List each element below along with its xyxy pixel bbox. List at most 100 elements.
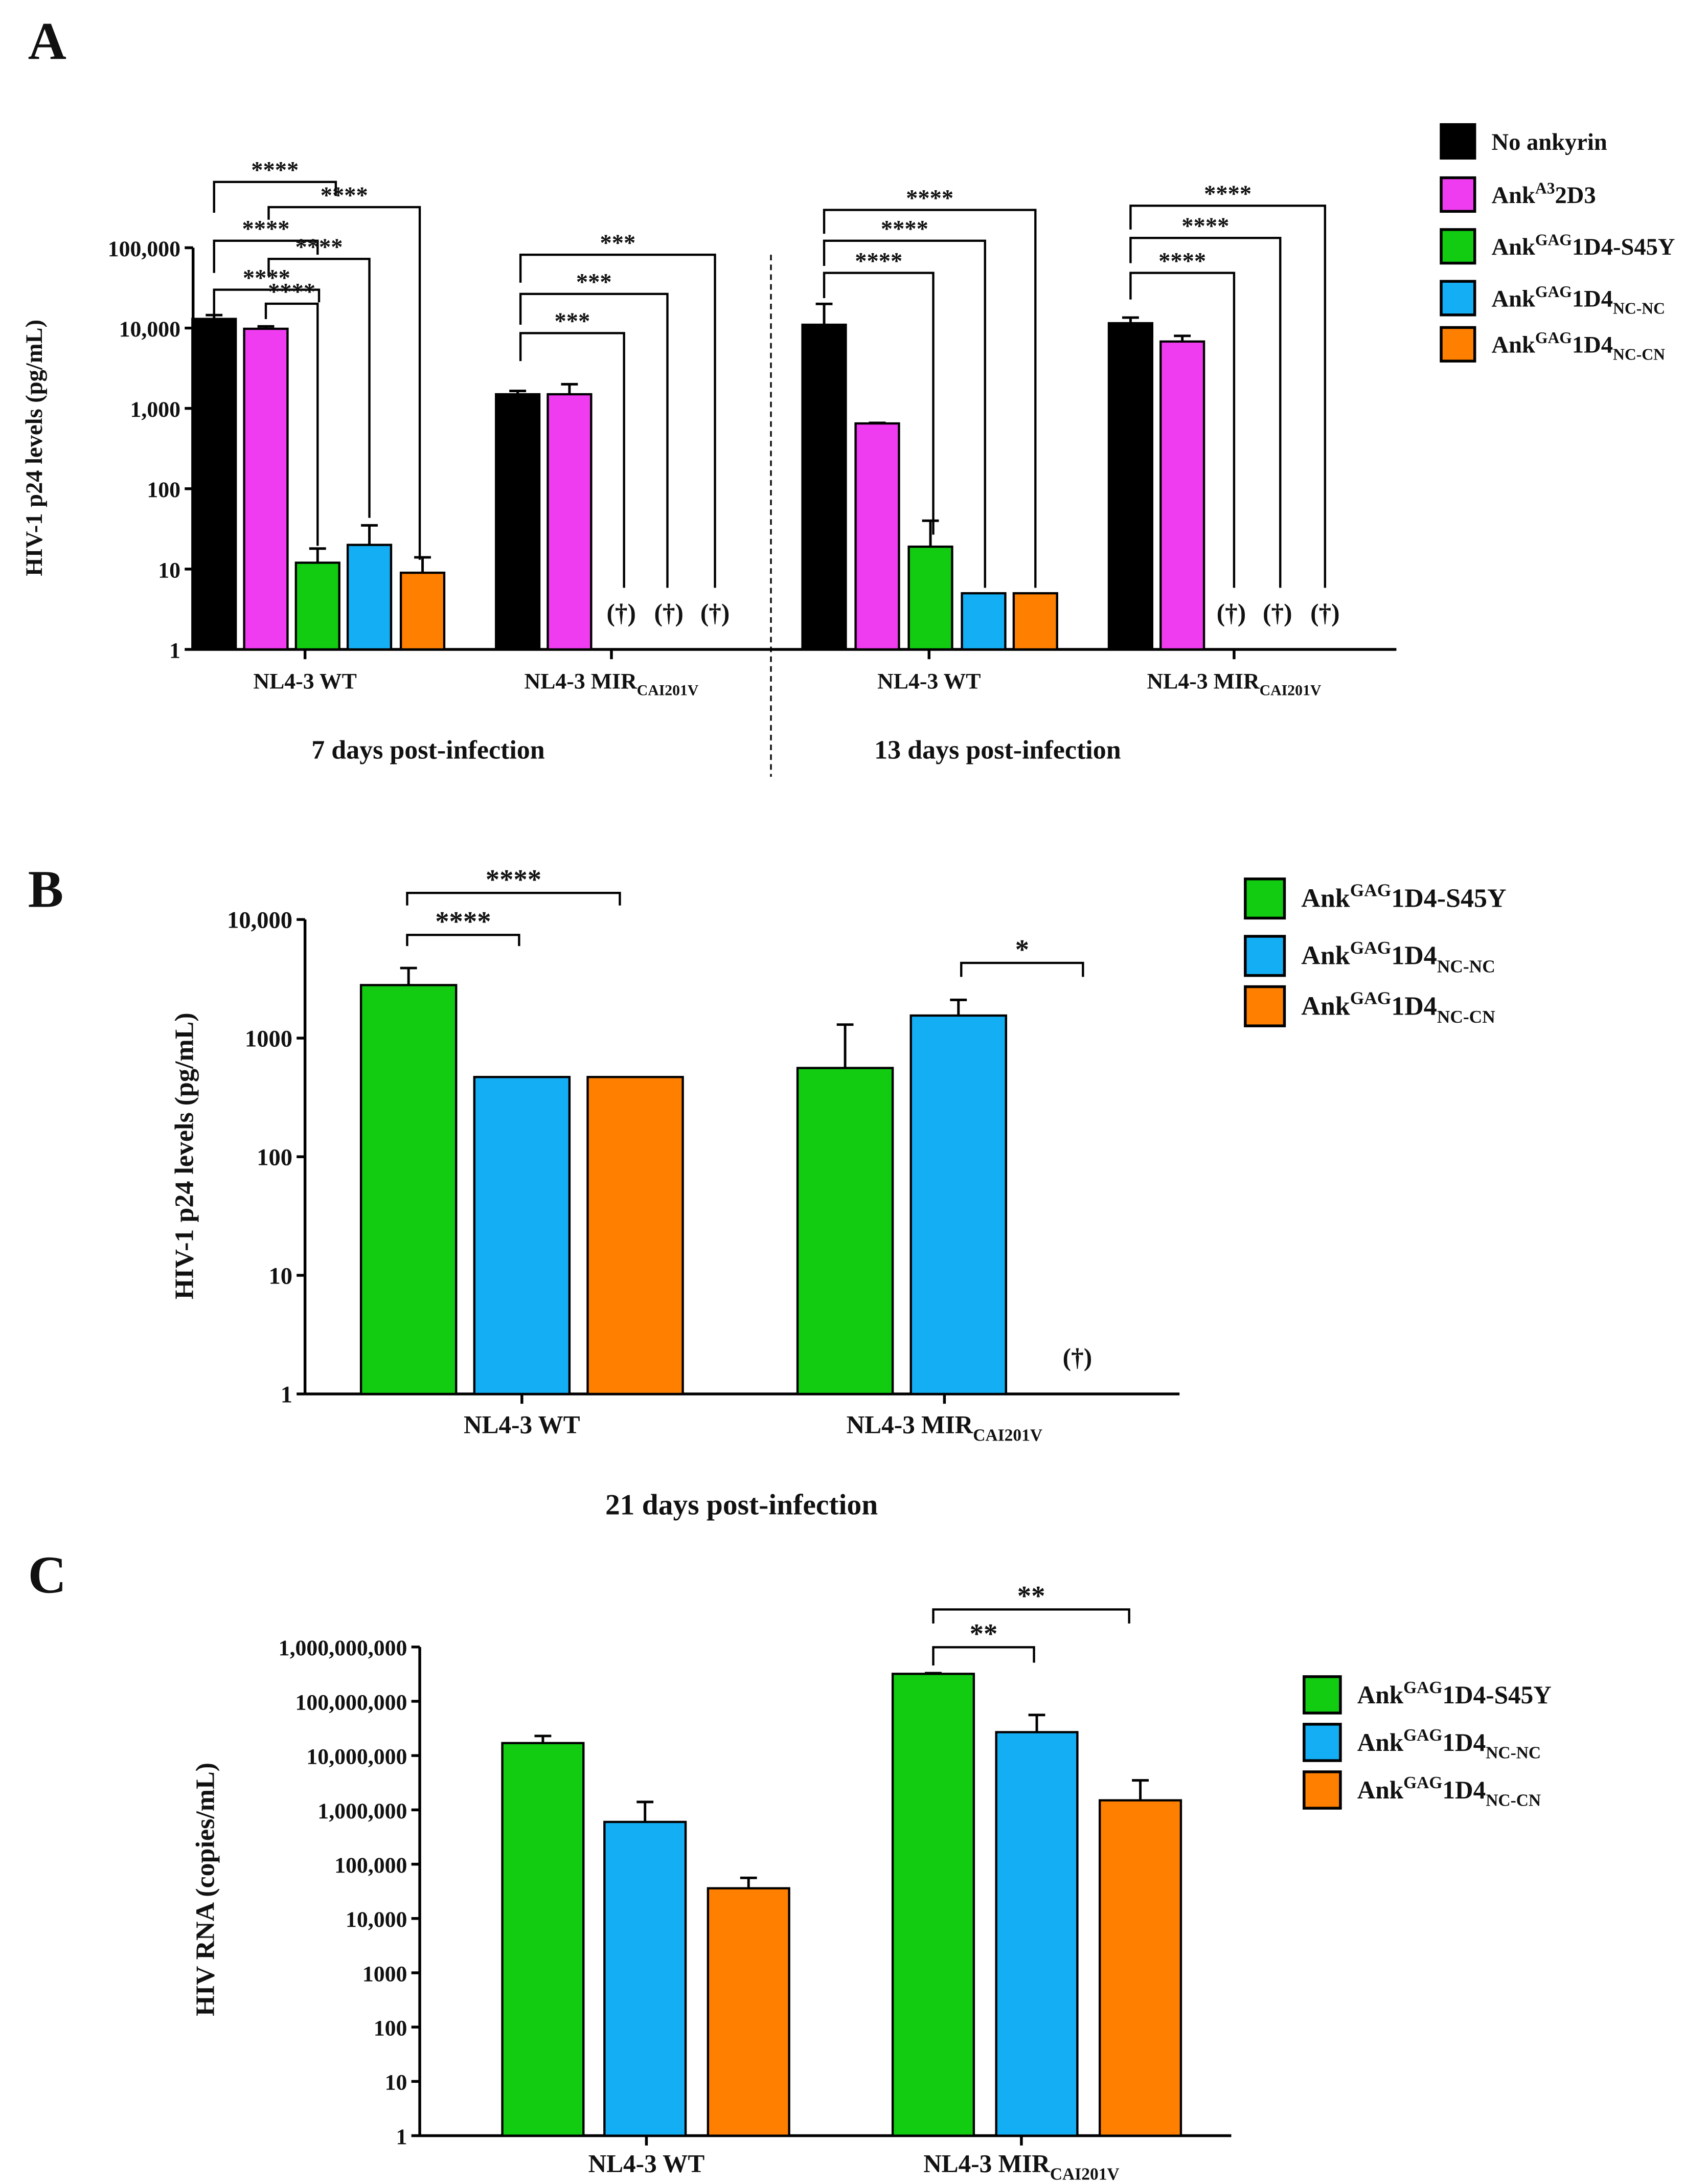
y-axis-label: HIV-1 p24 levels (pg/mL) <box>21 320 48 576</box>
bar <box>1012 592 1058 651</box>
significance-label: *** <box>554 308 590 334</box>
label-subscript: NC-NC <box>1613 299 1665 317</box>
label-text: NL4-3 WT <box>253 669 356 694</box>
category-label: NL4-3 WT <box>588 2150 705 2178</box>
label-subscript: NC-CN <box>1613 346 1665 364</box>
y-tick-label: 10 <box>268 1263 292 1289</box>
label-text: NL4-3 MIR <box>923 2150 1050 2178</box>
y-tick-label: 100,000 <box>334 1853 407 1878</box>
significance-bracket <box>213 181 337 213</box>
significance-bracket <box>823 272 935 535</box>
significance-bracket <box>267 206 421 560</box>
bar <box>1107 322 1154 651</box>
significance-label: ** <box>970 1618 998 1649</box>
significance-label: **** <box>1181 213 1229 239</box>
label-text: 1D4-S45Y <box>1442 1681 1551 1709</box>
bar <box>547 393 593 651</box>
significance-bracket <box>213 239 319 273</box>
significance-bracket <box>406 934 520 947</box>
y-tick-label: 1000 <box>245 1026 292 1052</box>
label-text: 2D3 <box>1555 183 1596 209</box>
category-label: NL4-3 MIRCAI201V <box>923 2150 1119 2184</box>
significance-label: *** <box>600 230 635 256</box>
significance-bracket <box>406 891 621 906</box>
chart-panel-c: 1 10 100 1000 10,000 100,000 1,000,000 10,000,0… <box>191 1580 1552 2183</box>
y-tick-label: 10 <box>385 2070 407 2095</box>
bar <box>586 1075 684 1395</box>
label-subscript: NC-CN <box>1486 1791 1541 1810</box>
legend-swatch <box>1244 935 1286 977</box>
label-text: Ank <box>1357 1728 1404 1757</box>
legend-swatch <box>1440 326 1476 363</box>
legend-label: AnkGAG1D4NC-NC <box>1357 1726 1541 1762</box>
bar <box>294 561 340 651</box>
label-superscript: GAG <box>1350 937 1392 958</box>
panel-label-b: B <box>28 860 63 919</box>
significance-label: **** <box>1204 181 1251 207</box>
y-tick-label: 10,000,000 <box>306 1745 407 1769</box>
significance-bracket <box>932 1646 1035 1665</box>
significance-label: **** <box>855 249 902 275</box>
y-tick-label: 100 <box>257 1145 292 1171</box>
chart-panel-a: 1 10 100 1,000 10,000 100,000 HIV-1 p24 levels… <box>21 123 1675 777</box>
legend-swatch <box>1440 228 1476 265</box>
label-text: Ank <box>1492 332 1535 358</box>
y-tick-label: 100,000 <box>108 237 180 261</box>
significance-bracket <box>960 961 1084 977</box>
legend-label: AnkGAG1D4NC-CN <box>1357 1773 1541 1810</box>
timepoint-label: 21 days post-infection <box>605 1489 878 1521</box>
significance-bracket <box>932 1608 1130 1624</box>
y-tick-label: 1 <box>281 1382 292 1408</box>
bar <box>796 1067 894 1395</box>
missing-marker: (†) <box>1310 599 1339 627</box>
timepoint-label: 7 days post-infection <box>311 735 545 764</box>
significance-bracket <box>519 292 669 588</box>
label-text: Ank <box>1492 234 1535 260</box>
label-text: Ank <box>1301 884 1350 913</box>
label-text: NL4-3 MIR <box>847 1411 973 1439</box>
bar <box>399 571 446 651</box>
label-text: NL4-3 WT <box>877 669 981 694</box>
legend-swatch <box>1440 176 1476 213</box>
bar <box>707 1887 790 2137</box>
significance-label: **** <box>242 216 289 242</box>
label-text: NL4-3 MIR <box>1147 669 1260 694</box>
significance-bracket <box>267 258 371 518</box>
y-tick-label: 10 <box>158 558 180 582</box>
legend-swatch <box>1303 1770 1342 1810</box>
bar <box>909 1014 1008 1395</box>
label-superscript: GAG <box>1403 1773 1442 1792</box>
legend-swatch <box>1440 280 1476 317</box>
significance-bracket <box>213 288 321 320</box>
bar <box>1159 340 1205 651</box>
bar <box>501 1742 585 2137</box>
significance-bracket <box>519 253 716 588</box>
category-label: NL4-3 WT <box>253 669 356 694</box>
legend-label: No ankyrin <box>1492 129 1607 155</box>
label-text: No ankyrin <box>1492 129 1607 155</box>
y-axis-label: HIV-1 p24 levels (pg/mL) <box>170 1012 199 1299</box>
label-text: Ank <box>1357 1776 1404 1804</box>
label-text: Ank <box>1492 286 1535 312</box>
significance-label: **** <box>321 183 368 209</box>
bar <box>473 1075 571 1395</box>
label-superscript: GAG <box>1535 329 1572 347</box>
bar <box>243 327 289 651</box>
significance-label: **** <box>435 906 491 937</box>
category-label: NL4-3 WT <box>877 669 981 694</box>
significance-label: * <box>1015 934 1029 965</box>
legend-label: AnkGAG1D4NC-CN <box>1492 329 1666 364</box>
label-text: NL4-3 WT <box>588 2150 705 2178</box>
label-superscript: A3 <box>1535 179 1555 197</box>
legend-swatch <box>1244 877 1286 920</box>
label-superscript: GAG <box>1350 880 1392 900</box>
label-text: 1D4-S45Y <box>1572 234 1675 260</box>
y-tick-label: 100 <box>374 2016 407 2041</box>
label-superscript: GAG <box>1403 1678 1442 1697</box>
missing-marker: (†) <box>1063 1343 1092 1371</box>
y-tick-label: 1,000 <box>130 397 181 422</box>
label-text: NL4-3 WT <box>464 1411 580 1439</box>
label-text: Ank <box>1492 183 1535 209</box>
legend-label: AnkGAG1D4NC-NC <box>1492 283 1665 318</box>
label-subscript: NC-CN <box>1437 1006 1495 1027</box>
